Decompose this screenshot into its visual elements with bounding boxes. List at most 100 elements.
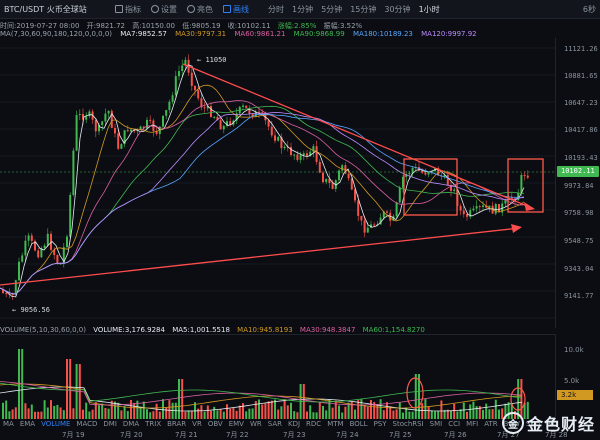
candle-body	[309, 151, 312, 157]
price-tick: 10647.23	[564, 99, 598, 107]
volume-bar	[280, 406, 283, 419]
candle-body	[411, 167, 414, 174]
price-tick: 9343.04	[564, 265, 594, 273]
candle-body	[360, 215, 363, 221]
light-theme-button[interactable]: 亮色	[182, 0, 218, 19]
volume-bar	[2, 402, 4, 419]
candle-body	[245, 105, 248, 109]
date-tick: 7月 26	[444, 431, 467, 439]
highlight-box-consolidation[interactable]	[403, 158, 458, 216]
indicator-button[interactable]: 指标	[110, 0, 146, 19]
indicator-tab[interactable]: DMI	[103, 419, 117, 428]
current-volume-tag: 3.2k	[557, 390, 593, 400]
indicator-tab[interactable]: PSY	[373, 419, 387, 428]
indicator-tab[interactable]: EMA	[19, 419, 36, 428]
volume-highlight-circle[interactable]	[406, 377, 424, 409]
candle-body	[427, 172, 430, 175]
indicator-tab[interactable]: KDJ	[288, 419, 301, 428]
indicator-tab[interactable]: EMV	[228, 419, 244, 428]
highlight-box-breakout[interactable]	[507, 158, 544, 213]
volume-bar	[43, 400, 46, 419]
tab-30min[interactable]: 30分钟	[384, 4, 411, 14]
candle-body	[34, 240, 36, 251]
candle-body	[120, 144, 123, 149]
volume-bar	[270, 400, 273, 419]
candlestick-chart[interactable]: ← 11050 ← 9056.56	[0, 38, 555, 328]
candle-body	[386, 211, 388, 213]
volume-bar	[238, 405, 241, 419]
volume-bar	[395, 409, 398, 419]
tab-15min[interactable]: 15分钟	[350, 4, 377, 14]
indicator-tab[interactable]: SAR	[267, 419, 282, 428]
candle-body	[14, 280, 17, 295]
volume-bar	[258, 399, 260, 419]
candle-body	[139, 126, 142, 131]
candle-body	[27, 235, 30, 241]
volume-bar	[309, 405, 312, 419]
candle-body	[126, 130, 129, 132]
volume-bar	[251, 408, 254, 419]
volume-bar	[405, 407, 408, 419]
indicator-tab[interactable]: MTM	[327, 419, 344, 428]
indicator-tab[interactable]: DMA	[122, 419, 140, 428]
indicator-tab[interactable]: SKD	[525, 419, 541, 428]
candle-body	[53, 249, 56, 256]
candle-body	[107, 110, 110, 114]
indicator-tab[interactable]: BRAR	[167, 419, 187, 428]
indicator-tab[interactable]: StochRSI	[392, 419, 424, 428]
indicator-tab[interactable]: ATR	[484, 419, 498, 428]
candle-body	[306, 153, 308, 157]
candle-body	[242, 105, 244, 107]
period-tabs: 分时 1分钟 5分钟 15分钟 30分钟 1小时	[264, 0, 444, 19]
indicator-tab[interactable]: CCI	[448, 419, 461, 428]
candle-body	[293, 154, 296, 156]
volume-bar	[462, 402, 465, 419]
trend-line-upper[interactable]	[182, 63, 533, 209]
tab-timeshare[interactable]: 分时	[268, 4, 284, 14]
indicator-tab[interactable]: WR	[249, 419, 262, 428]
draw-line-button[interactable]: 画线	[218, 0, 254, 19]
indicator-tab[interactable]: MACD	[76, 419, 98, 428]
date-tick: 7月 19	[62, 431, 85, 439]
indicator-tab[interactable]: VR	[192, 419, 202, 428]
indicator-tab[interactable]: BOLL	[349, 419, 368, 428]
tab-5min[interactable]: 5分钟	[321, 4, 343, 14]
candle-body	[56, 255, 59, 264]
moving-average-line	[0, 64, 525, 297]
indicator-tab[interactable]: SMI	[429, 419, 443, 428]
volume-bar	[213, 406, 216, 419]
indicator-tabs: MA EMA VOLUME MACD DMI DMA TRIX BRAR VR OBV EMV WR S…	[0, 418, 557, 429]
volume-highlight-circle[interactable]	[510, 387, 526, 411]
volume-bar	[370, 400, 372, 419]
tab-1min[interactable]: 1分钟	[292, 4, 314, 14]
indicator-tab[interactable]: BTI	[546, 419, 558, 428]
ma-params: MA(7,30,60,90,180,120,0,0,0,0)	[0, 30, 113, 38]
candle-body	[11, 294, 14, 296]
candle-body	[200, 98, 203, 108]
trend-line-lower[interactable]	[0, 227, 521, 286]
candle-body	[123, 130, 126, 145]
volume-bar	[107, 408, 110, 419]
candle-body	[379, 217, 382, 225]
ohlc-high: 高:10150.00	[132, 22, 175, 30]
indicator-tab[interactable]: VOLUME	[41, 419, 71, 428]
volume-bar	[379, 399, 382, 419]
indicator-tab[interactable]: OBV	[207, 419, 223, 428]
indicator-tab[interactable]: MFI	[466, 419, 479, 428]
volume-bar	[290, 402, 292, 419]
candle-body	[498, 203, 500, 213]
volume-bar	[414, 374, 417, 419]
candle-body	[171, 95, 174, 102]
watermark-text: 金色财经	[527, 415, 596, 434]
volume-chart[interactable]	[0, 334, 555, 419]
volume-bar	[523, 402, 526, 419]
volume-bar	[8, 411, 11, 419]
candle-body	[155, 130, 158, 134]
settings-button[interactable]: 设置	[146, 0, 182, 19]
tab-1hour[interactable]: 1小时	[418, 4, 440, 14]
indicator-tab[interactable]: MA	[3, 419, 14, 428]
volume-bar	[53, 405, 56, 419]
indicator-tab[interactable]: RDC	[306, 419, 322, 428]
volume-bar	[296, 412, 299, 419]
indicator-tab[interactable]: TRIX	[145, 419, 162, 428]
